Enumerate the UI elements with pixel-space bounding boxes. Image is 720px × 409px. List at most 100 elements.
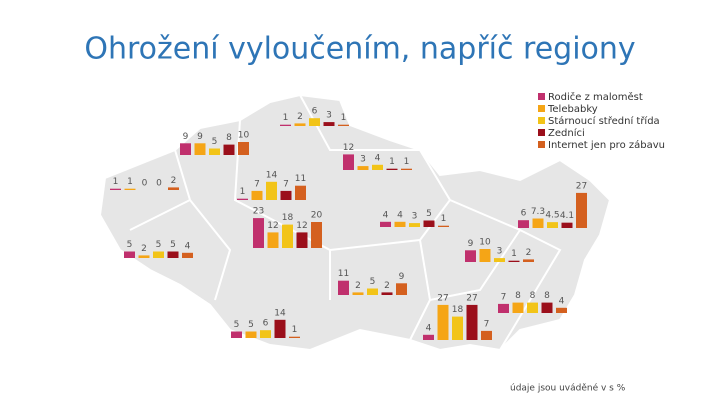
legend-label: Rodiče z maloměst xyxy=(548,91,643,103)
bar xyxy=(311,222,322,248)
value-label: 4 xyxy=(559,296,565,306)
bar xyxy=(124,251,135,258)
bar xyxy=(372,164,383,170)
bar xyxy=(527,302,538,313)
bar xyxy=(138,255,150,258)
bar xyxy=(231,331,242,338)
value-label: 4 xyxy=(375,153,381,163)
bar xyxy=(280,190,292,200)
value-label: 7 xyxy=(254,179,260,189)
bar xyxy=(394,221,406,227)
bar xyxy=(465,250,476,262)
value-label: 1 xyxy=(113,177,119,187)
bar xyxy=(437,304,449,340)
bar xyxy=(260,330,271,338)
legend-swatch xyxy=(538,129,545,136)
bar xyxy=(518,220,529,228)
bar xyxy=(466,304,478,340)
bar xyxy=(282,224,293,248)
value-label: 6 xyxy=(521,209,527,219)
value-label: 8 xyxy=(544,291,550,301)
bar xyxy=(238,142,249,155)
bar xyxy=(296,232,308,248)
value-label: 27 xyxy=(437,293,448,303)
value-label: 5 xyxy=(248,320,254,330)
value-label: 1 xyxy=(511,249,517,259)
bar xyxy=(194,143,206,155)
legend-label: Stárnoucí střední třída xyxy=(548,115,660,127)
value-label: 2 xyxy=(171,176,177,186)
value-label: 6 xyxy=(312,107,318,117)
bar xyxy=(274,319,286,338)
bar xyxy=(338,124,349,126)
value-label: 3 xyxy=(326,111,332,121)
bar xyxy=(576,192,587,228)
bar xyxy=(124,188,136,190)
bar xyxy=(251,190,263,200)
value-label: 27 xyxy=(576,181,587,191)
value-label: 8 xyxy=(530,291,536,301)
bar xyxy=(223,144,235,155)
bar xyxy=(180,143,191,155)
value-label: 10 xyxy=(238,131,250,141)
value-label: 4 xyxy=(397,210,403,220)
value-label: 1 xyxy=(441,214,447,224)
bar xyxy=(438,225,449,227)
bar xyxy=(386,168,398,170)
value-label: 1 xyxy=(292,325,298,335)
bar xyxy=(266,181,277,200)
value-label: 5 xyxy=(170,240,176,250)
bar xyxy=(561,222,573,228)
bar xyxy=(556,307,567,313)
bar xyxy=(508,260,520,262)
value-label: 4 xyxy=(426,323,432,333)
legend-swatch xyxy=(538,117,545,124)
bar xyxy=(352,292,364,295)
value-label: 1 xyxy=(283,113,289,123)
bar xyxy=(294,123,306,126)
bar xyxy=(309,118,320,126)
value-label: 3 xyxy=(497,247,503,257)
value-label: 5 xyxy=(234,320,240,330)
value-label: 0 xyxy=(142,179,148,189)
legend-swatch xyxy=(538,141,545,148)
bar xyxy=(547,222,558,228)
value-label: 1 xyxy=(240,187,246,197)
bar xyxy=(343,154,354,170)
value-label: 1 xyxy=(404,157,410,167)
value-label: 5 xyxy=(156,240,162,250)
value-label: 6 xyxy=(263,319,269,329)
bar xyxy=(357,166,369,170)
bar xyxy=(512,302,524,313)
bar xyxy=(245,331,257,338)
value-label: 2 xyxy=(297,112,303,122)
value-label: 4.5 xyxy=(545,211,559,221)
value-label: 2 xyxy=(141,244,147,254)
value-label: 8 xyxy=(515,291,521,301)
bar xyxy=(396,283,407,295)
bar xyxy=(267,232,279,248)
bar xyxy=(280,124,291,126)
legend-swatch xyxy=(538,105,545,112)
value-label: 20 xyxy=(311,211,323,221)
bar xyxy=(110,188,121,190)
value-label: 1 xyxy=(127,177,133,187)
value-label: 9 xyxy=(399,272,405,282)
note: údaje jsou uváděné v s % xyxy=(510,383,626,394)
bar xyxy=(295,185,306,200)
value-label: 7 xyxy=(484,319,490,329)
legend-label: Telebabky xyxy=(547,104,598,115)
value-label: 7 xyxy=(501,292,507,302)
bar xyxy=(153,251,164,258)
value-label: 1 xyxy=(389,157,395,167)
bar xyxy=(182,252,193,258)
value-label: 12 xyxy=(343,143,354,153)
bar xyxy=(401,168,412,170)
bar xyxy=(409,223,420,227)
value-label: 2 xyxy=(384,281,390,291)
value-label: 4.1 xyxy=(560,211,574,221)
value-label: 10 xyxy=(479,238,491,248)
value-label: 8 xyxy=(226,133,232,143)
value-label: 5 xyxy=(212,137,218,147)
